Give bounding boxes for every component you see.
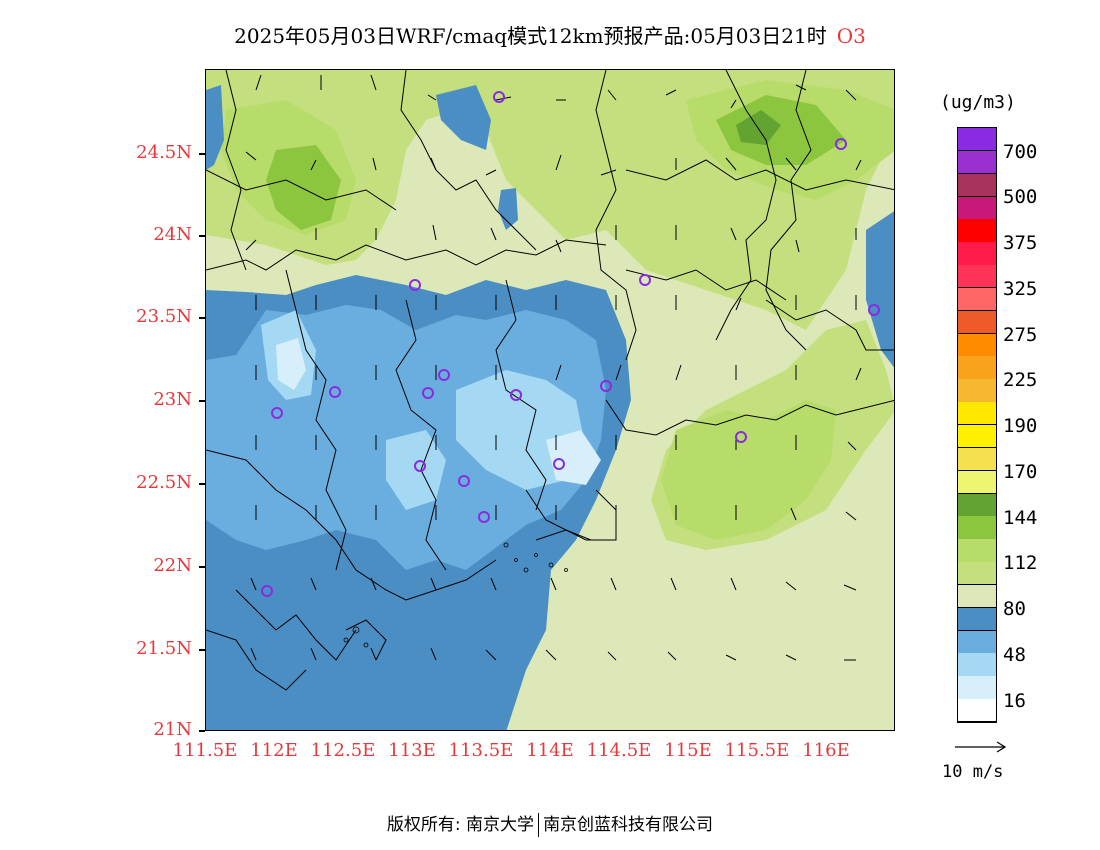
legend-swatch [958, 265, 996, 289]
legend-swatch [958, 676, 996, 700]
lat-label: 23N [153, 389, 192, 410]
lon-label: 114E [526, 740, 574, 761]
site-markers [261, 91, 880, 597]
map-panel [205, 69, 895, 731]
blue-spot-north [436, 85, 491, 150]
legend-swatch [958, 173, 996, 198]
lightest-blue-spot-2 [546, 430, 601, 485]
lon-label: 115.5E [724, 740, 790, 761]
title-text: 2025年05月03日WRF/cmaq模式12km预报产品:05月03日21时 [234, 24, 827, 48]
wind-vectors [245, 74, 862, 661]
legend-swatch [958, 128, 996, 152]
legend-swatch [958, 607, 996, 632]
lat-label: 21.5N [136, 638, 192, 659]
blue-spot-northwest [206, 85, 224, 170]
green-patch-darkest-ne [736, 110, 781, 145]
lon-label: 116E [802, 740, 850, 761]
legend-swatch [958, 379, 996, 403]
legend-swatch [958, 356, 996, 380]
lat-label: 22N [153, 555, 192, 576]
islands [343, 542, 568, 648]
lon-label: 114.5E [586, 740, 652, 761]
legend-swatch [958, 402, 996, 426]
legend-label: 112 [1003, 552, 1038, 574]
legend-swatch [958, 150, 996, 175]
concentration-map [206, 70, 894, 730]
legend-label: 190 [1003, 415, 1038, 437]
lat-label: 22.5N [136, 472, 192, 493]
lon-label: 115E [664, 740, 712, 761]
lat-tickmark [199, 317, 205, 319]
lat-label: 21N [153, 719, 192, 740]
map-title: 2025年05月03日WRF/cmaq模式12km预报产品:05月03日21时 O… [0, 20, 1100, 49]
legend-swatch [958, 653, 996, 677]
lat-tickmark [199, 400, 205, 402]
legend-label: 700 [1003, 141, 1038, 163]
lat-label: 24N [153, 224, 192, 245]
lat-tickmark [199, 235, 205, 237]
legend-label: 275 [1003, 324, 1038, 346]
legend-swatch [958, 333, 996, 357]
legend-swatch [958, 242, 996, 266]
legend-label: 48 [1003, 644, 1026, 666]
legend-swatch [958, 516, 996, 540]
lat-label: 23.5N [136, 306, 192, 327]
lat-label: 24.5N [136, 142, 192, 163]
color-legend [957, 127, 997, 723]
footer-separator [538, 813, 540, 837]
lon-label: 112.5E [310, 740, 376, 761]
legend-swatch [958, 310, 996, 335]
lon-label: 112E [250, 740, 298, 761]
lat-tickmark [199, 649, 205, 651]
wind-reference-label: 10 m/s [942, 762, 1004, 782]
legend-label: 375 [1003, 232, 1038, 254]
green-region-southeast [661, 400, 836, 540]
legend-swatch [958, 562, 996, 586]
legend-swatch [958, 219, 996, 243]
blue-region-northeast-edge [866, 211, 894, 368]
lat-tickmark [199, 730, 205, 732]
legend-swatch [958, 447, 996, 472]
legend-label: 325 [1003, 278, 1038, 300]
legend-swatch [958, 493, 996, 517]
legend-swatch [958, 287, 996, 312]
legend-label: 225 [1003, 369, 1038, 391]
copyright-text: 版权所有: 南京大学 [386, 815, 535, 835]
lat-tickmark [199, 566, 205, 568]
boundary-lines [206, 70, 894, 691]
blue-spot-small [498, 188, 518, 230]
lightest-blue-spot-1 [276, 338, 306, 390]
legend-swatch [958, 699, 996, 723]
legend-swatch [958, 539, 996, 563]
lon-label: 113E [388, 740, 436, 761]
company-text: 南京创蓝科技有限公司 [543, 815, 714, 835]
legend-label: 500 [1003, 186, 1038, 208]
legend-label: 144 [1003, 507, 1038, 529]
legend-swatch [958, 470, 996, 495]
wind-reference-arrow [955, 741, 1007, 753]
legend-label: 80 [1003, 598, 1026, 620]
lon-label: 111.5E [172, 740, 238, 761]
lat-tickmark [199, 483, 205, 485]
legend-swatch [958, 630, 996, 654]
legend-swatch [958, 196, 996, 220]
legend-unit: (ug/m3) [940, 92, 1016, 113]
legend-label: 16 [1003, 690, 1026, 712]
lat-tickmark [199, 153, 205, 155]
footer: 版权所有: 南京大学 南京创蓝科技有限公司 [0, 810, 1100, 837]
green-patch-dark-ne [716, 95, 846, 165]
lon-label: 113.5E [448, 740, 514, 761]
legend-swatch [958, 425, 996, 449]
legend-label: 170 [1003, 461, 1038, 483]
species-label: O3 [836, 24, 866, 48]
legend-swatch [958, 584, 996, 609]
green-patch-dark-nw [266, 145, 341, 230]
